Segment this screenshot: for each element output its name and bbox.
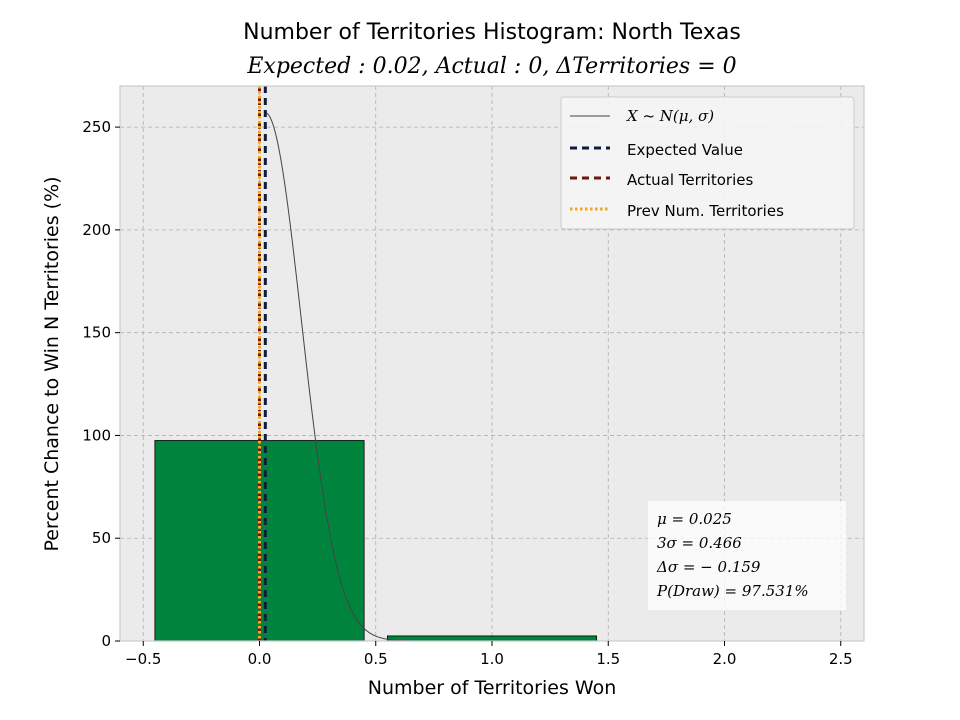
legend-label-curve: X ~ N(μ, σ) — [626, 107, 714, 125]
x-tick-label: 0.0 — [248, 650, 272, 668]
x-tick-label: 0.5 — [364, 650, 388, 668]
chart-subtitle: Expected : 0.02, Actual : 0, ΔTerritorie… — [246, 54, 736, 79]
normal-curve — [265, 112, 410, 642]
stats-three-sigma: 3σ = 0.466 — [657, 534, 742, 552]
y-tick-label: 0 — [101, 632, 111, 650]
y-tick-label: 100 — [82, 426, 111, 444]
x-axis-label: Number of Territories Won — [368, 677, 616, 699]
x-tick-label: 2.5 — [829, 650, 853, 668]
legend-box — [560, 96, 855, 230]
legend: X ~ N(μ, σ) Expected Value Actual Territ… — [560, 96, 855, 230]
legend-label-previous: Prev Num. Territories — [627, 202, 784, 220]
stats-p-draw: P(Draw) = 97.531% — [656, 582, 809, 600]
y-axis-label: Percent Chance to Win N Territories (%) — [41, 176, 63, 551]
y-tick-label: 250 — [82, 118, 111, 136]
reference-lines — [258, 86, 267, 641]
chart-title: Number of Territories Histogram: North T… — [243, 20, 741, 45]
x-ticks: −0.5 0.0 0.5 1.0 1.5 2.0 2.5 — [125, 641, 853, 668]
y-ticks: 0 50 100 150 200 250 — [82, 118, 120, 650]
histogram-bar — [386, 635, 598, 642]
stats-delta-sigma: Δσ = − 0.159 — [656, 558, 761, 576]
legend-label-actual: Actual Territories — [627, 171, 753, 189]
stats-box-background — [648, 501, 846, 610]
x-tick-label: −0.5 — [125, 650, 161, 668]
x-tick-label: 2.0 — [713, 650, 737, 668]
stats-mu: μ = 0.025 — [657, 510, 732, 528]
y-tick-label: 150 — [82, 324, 111, 342]
legend-label-expected: Expected Value — [627, 141, 743, 159]
y-tick-label: 200 — [82, 221, 111, 239]
x-tick-label: 1.5 — [596, 650, 620, 668]
y-tick-label: 50 — [92, 529, 111, 547]
stats-box: μ = 0.025 3σ = 0.466 Δσ = − 0.159 P(Draw… — [648, 501, 846, 610]
x-tick-label: 1.0 — [480, 650, 504, 668]
